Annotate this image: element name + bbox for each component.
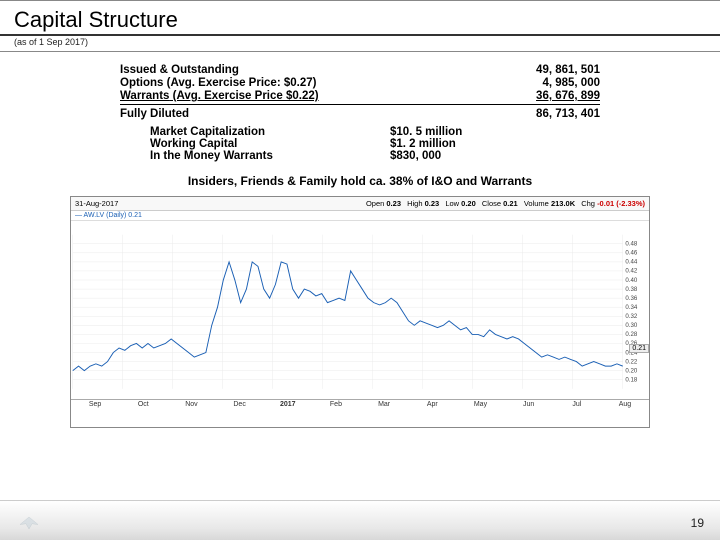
x-tick: Sep [71,400,119,413]
svg-text:0.46: 0.46 [625,250,638,257]
eagle-logo-icon [14,512,44,534]
x-tick: Feb [312,400,360,413]
row-label: Warrants [120,90,169,102]
svg-text:0.32: 0.32 [625,313,638,320]
svg-text:0.48: 0.48 [625,240,638,247]
table-row: In the Money Warrants$830, 000 [150,150,600,162]
x-tick: 2017 [264,400,312,413]
x-tick: Oct [119,400,167,413]
metrics-block: Market Capitalization$10. 5 million Work… [120,126,600,162]
x-tick: Jul [553,400,601,413]
svg-text:0.38: 0.38 [625,286,638,293]
capital-table: Issued & Outstanding 49, 861, 501 Option… [120,64,600,126]
x-axis: SepOctNovDec2017FebMarAprMayJunJulAug [71,399,649,413]
svg-text:0.36: 0.36 [625,295,638,302]
page-subtitle: (as of 1 Sep 2017) [0,36,720,52]
footer-band: 19 [0,500,720,540]
row-value: 36, 676, 899 [536,90,600,102]
chart-date: 31-Aug-2017 [75,199,118,208]
line-chart-svg: 0.48 0.46 0.44 0.42 0.40 0.38 0.36 0.34 0.32 0.30… [71,221,649,413]
svg-text:0.30: 0.30 [625,322,638,329]
table-row: Options (Avg. Exercise Price: $0.27) 4, … [120,77,600,90]
row-value: 49, 861, 501 [536,64,600,76]
table-row: Fully Diluted 86, 713, 401 [120,105,600,126]
x-tick: Aug [601,400,649,413]
x-tick: Nov [167,400,215,413]
price-chart: 31-Aug-2017 Open 0.23 High 0.23 Low 0.20… [70,196,650,428]
svg-text:0.34: 0.34 [625,304,638,311]
row-value: 4, 985, 000 [542,77,600,89]
chart-series-label: — AW.LV (Daily) 0.21 [71,211,649,221]
x-tick: Apr [408,400,456,413]
svg-text:0.28: 0.28 [625,331,638,338]
row-label: Fully Diluted [120,108,189,120]
insiders-note: Insiders, Friends & Family hold ca. 38% … [40,174,680,188]
table-row: Market Capitalization$10. 5 million [150,126,600,138]
x-tick: Jun [505,400,553,413]
page-number: 19 [691,516,704,530]
svg-text:0.44: 0.44 [625,259,638,266]
svg-text:0.42: 0.42 [625,268,638,275]
price-badge: 0.21 [629,344,649,353]
x-tick: Mar [360,400,408,413]
svg-text:0.20: 0.20 [625,367,638,374]
table-row: Working Capital$1. 2 million [150,138,600,150]
svg-text:0.40: 0.40 [625,277,638,284]
chart-header: 31-Aug-2017 Open 0.23 High 0.23 Low 0.20… [71,197,649,211]
row-label: Issued & Outstanding [120,64,239,76]
table-row: Issued & Outstanding 49, 861, 501 [120,64,600,77]
row-value: 86, 713, 401 [536,108,600,120]
x-tick: May [456,400,504,413]
svg-text:0.18: 0.18 [625,376,638,383]
table-row: Warrants (Avg. Exercise Price $0.22) 36,… [120,90,600,105]
page-title: Capital Structure [0,1,720,36]
x-tick: Dec [216,400,264,413]
svg-text:0.22: 0.22 [625,358,638,365]
row-label: Options [120,77,163,89]
